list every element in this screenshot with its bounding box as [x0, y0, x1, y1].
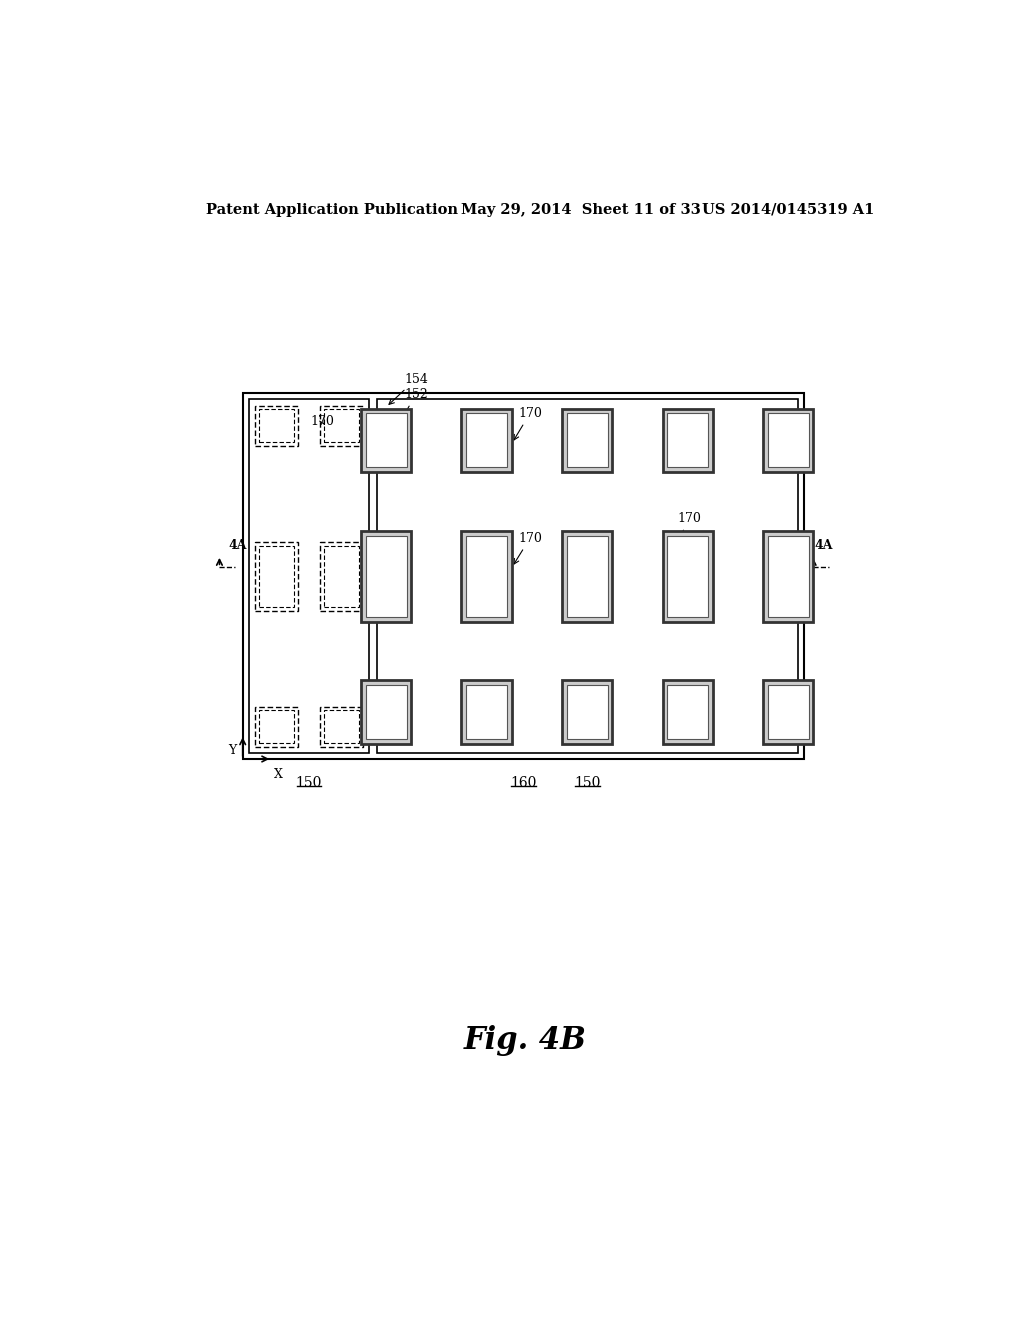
Bar — [366, 685, 407, 739]
Bar — [562, 409, 612, 471]
Bar — [255, 543, 298, 611]
Bar — [663, 409, 713, 471]
Bar — [768, 413, 809, 467]
Bar — [249, 400, 369, 752]
Bar — [255, 706, 298, 747]
Bar — [360, 409, 412, 471]
Text: 4A: 4A — [228, 539, 247, 552]
Text: May 29, 2014  Sheet 11 of 33: May 29, 2014 Sheet 11 of 33 — [461, 203, 701, 216]
Text: Patent Application Publication: Patent Application Publication — [206, 203, 458, 216]
Bar — [321, 543, 362, 611]
Bar — [243, 393, 804, 759]
Bar — [321, 706, 362, 747]
Bar — [562, 409, 612, 471]
Bar — [366, 413, 407, 467]
Bar — [562, 531, 612, 622]
Bar — [663, 531, 713, 622]
Bar — [566, 536, 607, 618]
Bar — [255, 405, 298, 446]
Bar — [562, 681, 612, 743]
Bar — [668, 413, 709, 467]
Bar — [768, 685, 809, 739]
Bar — [668, 536, 709, 618]
Bar — [466, 536, 507, 618]
Text: US 2014/0145319 A1: US 2014/0145319 A1 — [701, 203, 873, 216]
Bar — [668, 685, 709, 739]
Bar — [324, 545, 359, 607]
Bar — [360, 531, 412, 622]
Bar — [768, 536, 809, 618]
Text: 170: 170 — [514, 407, 542, 440]
Text: 170: 170 — [514, 532, 542, 564]
Text: 160: 160 — [510, 776, 537, 789]
Bar — [259, 545, 294, 607]
Bar — [466, 413, 507, 467]
Bar — [321, 405, 362, 446]
Bar — [663, 681, 713, 743]
Bar — [462, 409, 512, 471]
Bar — [763, 409, 813, 471]
Bar — [366, 536, 407, 618]
Text: 152: 152 — [393, 388, 428, 433]
Bar — [259, 710, 294, 743]
Bar — [324, 710, 359, 743]
Bar — [663, 681, 713, 743]
Text: 154: 154 — [389, 372, 428, 404]
Bar — [566, 685, 607, 739]
Bar — [360, 409, 412, 471]
Text: 4A: 4A — [815, 539, 834, 552]
Bar — [360, 681, 412, 743]
Bar — [562, 531, 612, 622]
Bar — [462, 681, 512, 743]
Bar — [466, 685, 507, 739]
Text: 170: 170 — [666, 512, 701, 564]
Text: Y: Y — [228, 744, 237, 758]
Bar — [562, 681, 612, 743]
Bar — [462, 531, 512, 622]
Text: Fig. 4B: Fig. 4B — [464, 1024, 586, 1056]
Bar — [763, 531, 813, 622]
Bar — [763, 531, 813, 622]
Bar — [763, 681, 813, 743]
Bar — [360, 531, 412, 622]
Bar — [377, 400, 798, 752]
Text: 170: 170 — [311, 414, 335, 428]
Bar — [360, 681, 412, 743]
Bar — [462, 681, 512, 743]
Bar — [663, 531, 713, 622]
Bar — [462, 531, 512, 622]
Text: 150: 150 — [296, 776, 323, 789]
Bar — [566, 413, 607, 467]
Bar — [663, 409, 713, 471]
Bar — [259, 409, 294, 442]
Bar — [763, 409, 813, 471]
Text: 150: 150 — [574, 776, 600, 789]
Bar — [763, 681, 813, 743]
Text: X: X — [273, 768, 283, 781]
Bar — [324, 409, 359, 442]
Bar — [462, 409, 512, 471]
